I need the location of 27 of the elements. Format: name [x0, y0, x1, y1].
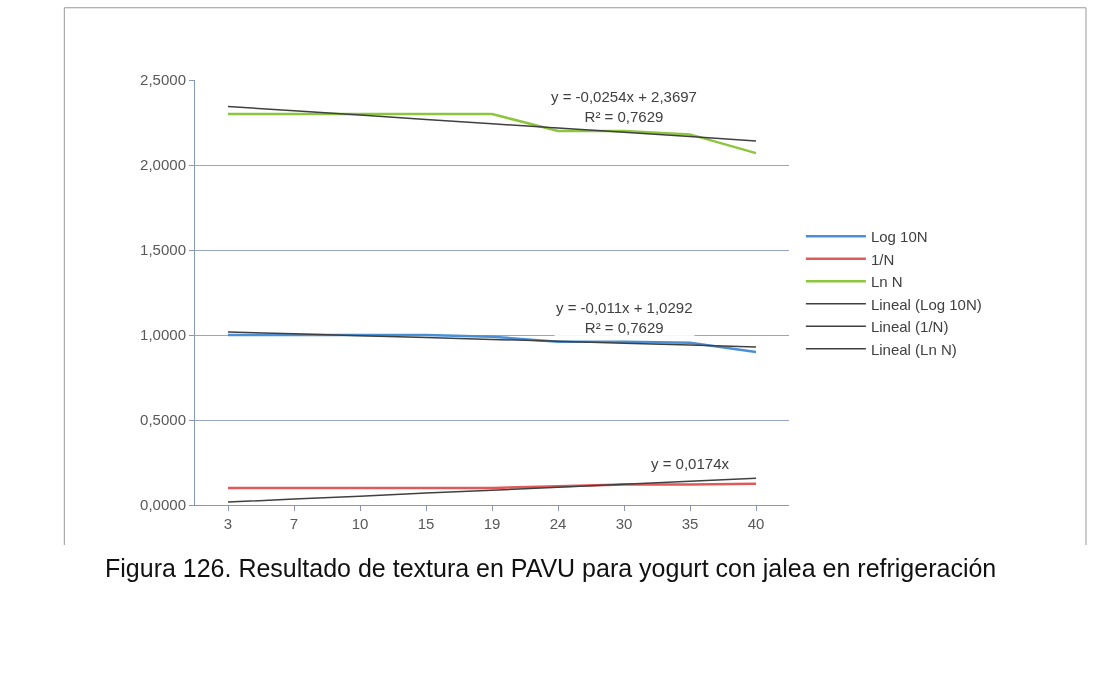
x-tick-label: 35	[681, 515, 699, 532]
y-tick-label: 0,0000	[140, 496, 186, 514]
x-tick-label: 3	[223, 515, 233, 532]
legend-label: Lineal (Ln N)	[870, 340, 957, 358]
x-tick-label: 40	[747, 515, 765, 532]
y-tick-label: 2,5000	[140, 71, 186, 89]
x-tick-label: 7	[289, 515, 299, 532]
y-tick-label: 2,0000	[140, 156, 186, 174]
line-series	[227, 105, 757, 142]
x-tick-label: 19	[483, 515, 501, 532]
legend-label: Log 10N	[870, 228, 928, 246]
x-tick-label: 24	[549, 515, 567, 532]
legend-label: Lineal (Log 10N)	[870, 295, 982, 313]
annotation: y = 0,0174x	[651, 455, 730, 472]
text: Figura 126. Resultado de textura en PAVU para yogurt con jalea en refrigeración	[105, 553, 998, 584]
legend-label: Lineal (1/N)	[870, 318, 949, 336]
y-tick-label: 1,0000	[140, 326, 186, 344]
x-tick-label: 15	[417, 515, 435, 532]
x-tick-label: 10	[351, 515, 369, 532]
legend-label: Ln N	[870, 273, 903, 291]
legend-label: 1/N	[870, 250, 895, 268]
line-series	[227, 477, 757, 503]
annotation: y = -0,011x + 1,0292 R² = 0,7629	[556, 299, 693, 336]
annotation: y = -0,0254x + 2,3697 R² = 0,7629	[551, 88, 697, 125]
y-tick-label: 1,5000	[140, 241, 186, 259]
y-tick-label: 0,5000	[140, 411, 186, 429]
x-tick-label: 30	[615, 515, 633, 532]
